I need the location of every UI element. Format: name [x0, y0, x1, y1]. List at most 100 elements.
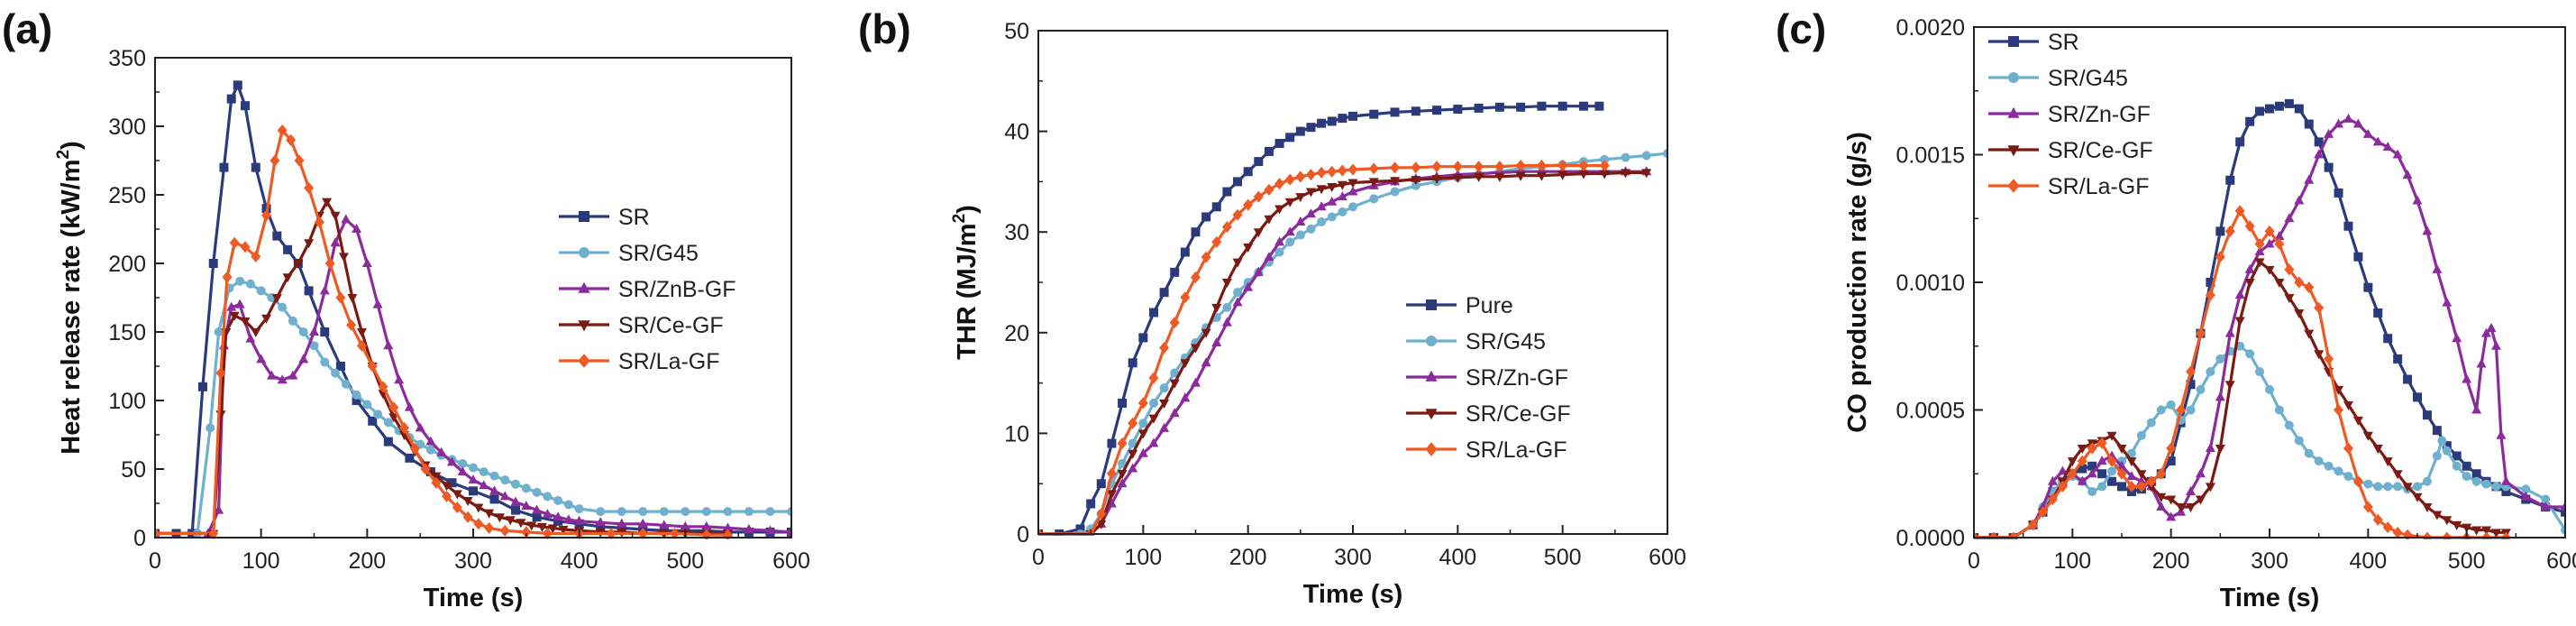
data-point [2452, 333, 2462, 343]
y-tick-label: 100 [108, 389, 146, 414]
data-point [468, 474, 479, 484]
data-point [1557, 170, 1568, 180]
x-tick-label: 400 [1439, 545, 1476, 570]
data-point [256, 354, 267, 364]
legend: SR SR/G45 SR/ZnB-GF SR/Ce-GF SR/La-GF [559, 205, 736, 374]
data-point [330, 211, 341, 221]
x-axis-title: Time (s) [2220, 584, 2320, 612]
data-point [2264, 238, 2275, 248]
data-point [1327, 212, 1337, 222]
x-tick-label: 300 [454, 548, 492, 574]
data-point [1170, 368, 1180, 378]
data-point [1201, 328, 1211, 338]
data-point [596, 521, 606, 531]
data-point [2166, 511, 2177, 521]
data-point [1148, 372, 1159, 384]
data-point [341, 214, 352, 224]
data-point [405, 453, 415, 463]
data-point [1368, 178, 1379, 188]
y-tick-label: 0 [133, 526, 146, 551]
legend-swatch-marker [578, 281, 590, 293]
data-point [2491, 482, 2501, 492]
data-point [469, 463, 478, 473]
data-point [2343, 400, 2353, 410]
data-point [2413, 482, 2422, 492]
legend-item: SR/ZnB-GF [559, 277, 736, 302]
data-point [2520, 491, 2531, 501]
data-point [2225, 175, 2235, 185]
data-point [1221, 317, 1232, 327]
data-point [2382, 521, 2393, 534]
data-point [2373, 308, 2383, 318]
legend-item: SR/La-GF [1988, 174, 2150, 199]
x-tick-label: 100 [242, 548, 280, 574]
data-point [2372, 136, 2383, 146]
data-point [521, 501, 532, 511]
data-point [2087, 468, 2097, 478]
data-point [2314, 149, 2325, 159]
x-tick-label: 200 [348, 548, 386, 574]
data-point [1117, 437, 1128, 450]
data-point [1452, 161, 1463, 173]
series-sr-ce-gf [1038, 169, 1652, 536]
legend-item: Pure [1406, 293, 1513, 318]
data-point [208, 259, 218, 268]
data-point [2117, 482, 2126, 492]
data-point [2476, 358, 2487, 368]
data-point [2402, 483, 2413, 493]
data-point [2412, 195, 2423, 205]
legend: SR SR/G45 SR/Zn-GF SR/Ce-GF SR/La-GF [1988, 30, 2153, 199]
x-axis-title: Time (s) [424, 584, 524, 612]
data-point [681, 507, 690, 517]
data-point [309, 341, 319, 351]
data-point [2067, 467, 2078, 480]
data-point [2205, 289, 2215, 301]
data-point [1191, 377, 1201, 387]
data-point [2215, 226, 2225, 236]
data-point [2146, 483, 2157, 493]
panel-label: (c) [1776, 5, 1826, 52]
data-point [197, 382, 207, 391]
data-point [286, 133, 297, 146]
data-point [521, 483, 531, 493]
data-point [2244, 263, 2255, 273]
data-point [637, 527, 648, 539]
data-point [2383, 482, 2393, 492]
y-tick-label: 0.0020 [1896, 15, 1965, 41]
data-point [1232, 258, 1243, 268]
data-point [1180, 247, 1190, 257]
data-point [1191, 227, 1201, 237]
data-point [574, 515, 585, 525]
data-point [1169, 379, 1180, 389]
data-point [1452, 173, 1463, 183]
x-tick-label: 600 [1649, 545, 1686, 570]
data-point [1148, 308, 1158, 318]
data-point [1494, 172, 1505, 182]
y-tick-label: 10 [1004, 421, 1029, 446]
data-point [1221, 221, 1232, 234]
data-point [2422, 226, 2433, 235]
data-point [1222, 302, 1232, 312]
data-point [2393, 354, 2403, 364]
data-point [2205, 483, 2215, 493]
data-point [2195, 327, 2206, 340]
data-point [2067, 457, 2078, 467]
data-point [489, 485, 500, 495]
data-point [1128, 417, 1138, 429]
data-point [2284, 98, 2294, 108]
data-point [1316, 201, 1327, 211]
data-point [1148, 414, 1159, 424]
data-point [1578, 170, 1589, 180]
data-point [1096, 520, 1107, 529]
data-point [330, 237, 341, 247]
data-point [2245, 349, 2255, 359]
data-point [765, 507, 775, 517]
data-point [2077, 455, 2087, 467]
legend-label: SR/La-GF [2048, 174, 2150, 199]
legend-label: SR/La-GF [618, 349, 720, 374]
data-point [1327, 116, 1337, 126]
data-point [1516, 102, 1526, 112]
data-point [1411, 176, 1421, 186]
data-point [1557, 101, 1567, 111]
legend-item: SR/La-GF [559, 349, 720, 374]
